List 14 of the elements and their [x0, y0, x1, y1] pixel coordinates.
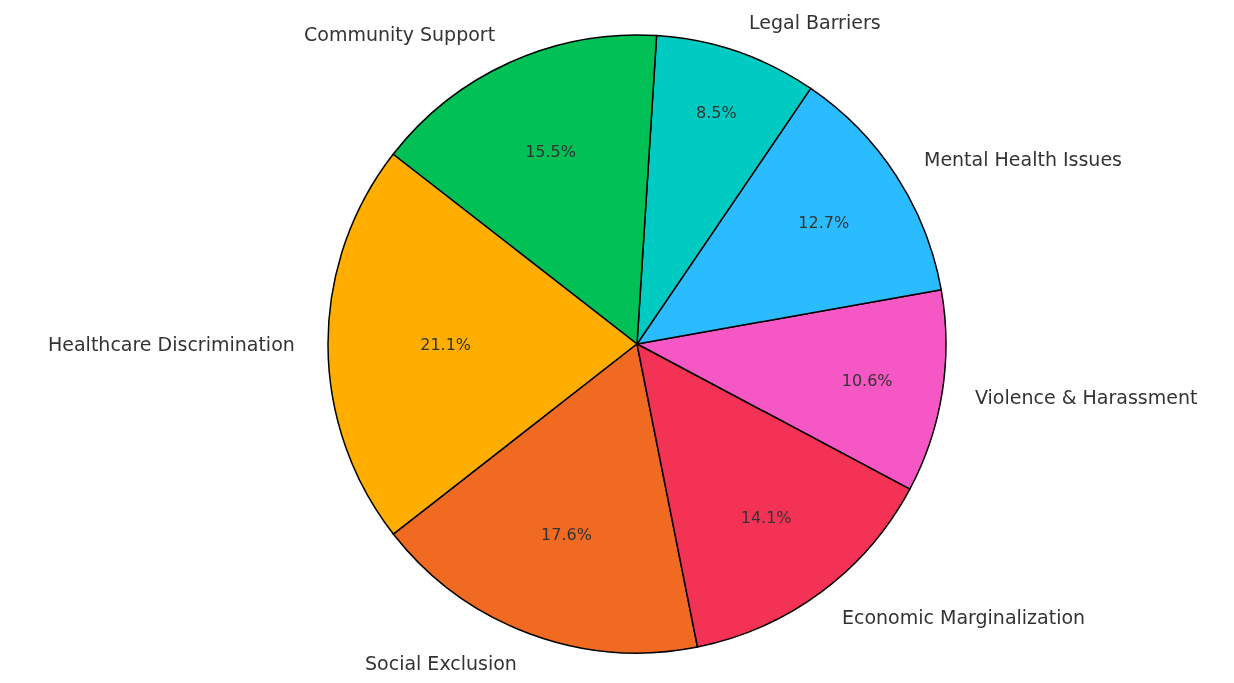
slice-label: Social Exclusion	[365, 652, 517, 674]
data-label: 15.5%	[525, 142, 576, 162]
slice-label: Violence & Harassment	[975, 386, 1198, 408]
data-label: 12.7%	[798, 213, 850, 233]
slice-label: Healthcare Discrimination	[48, 333, 295, 355]
data-label: 10.6%	[841, 370, 893, 390]
data-label: 8.5%	[695, 103, 737, 123]
slice-label: Economic Marginalization	[842, 606, 1086, 628]
slice-label: Community Support	[304, 23, 496, 45]
slice-label: Legal Barriers	[749, 11, 881, 33]
data-label: 14.1%	[740, 508, 792, 528]
data-label: 21.1%	[420, 334, 472, 354]
data-label: 17.6%	[541, 524, 592, 544]
slice-label: Mental Health Issues	[924, 148, 1122, 170]
